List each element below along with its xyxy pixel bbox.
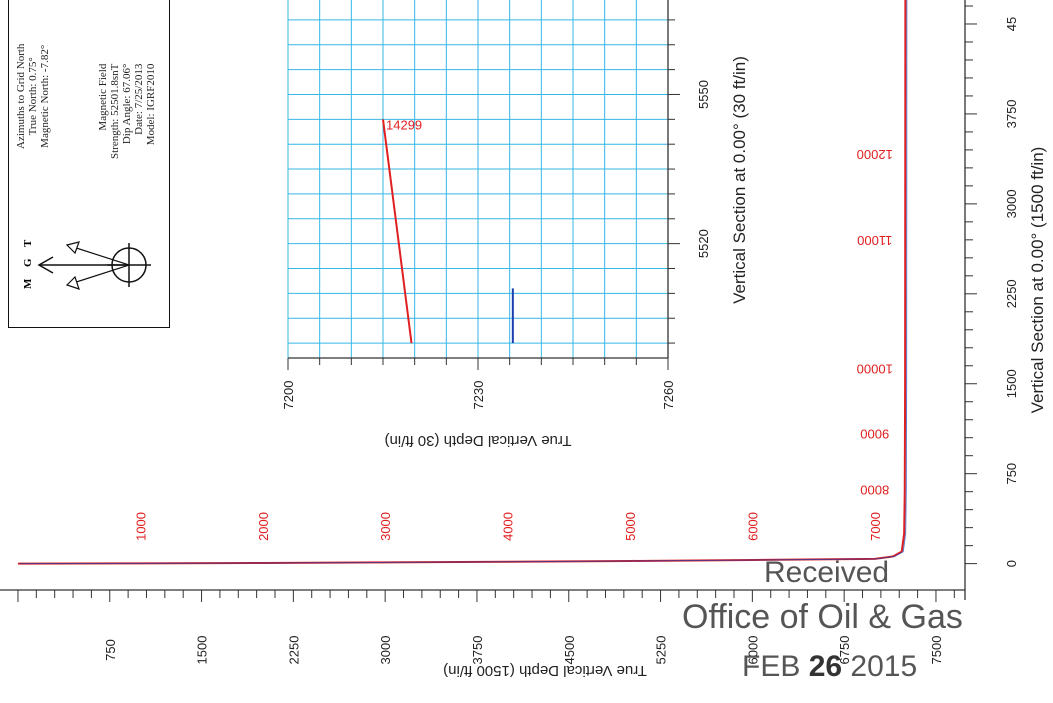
magnetic-field-text: Magnetic Field Strength: 52501.8snT Dip … — [97, 64, 157, 159]
vs-axis-title: Vertical Section at 0.00° (1500 ft/in) — [1028, 147, 1047, 414]
stamp-month: FEB — [742, 650, 801, 683]
md-label: 12000 — [857, 147, 893, 162]
tvd-tick-label: 750 — [103, 639, 118, 661]
inset-md-annotation: 14299 — [386, 117, 422, 132]
azimuth-line: Azimuths to Grid North — [15, 43, 27, 149]
inset-vs-tick-label: 5550 — [696, 80, 711, 109]
md-label: 1000 — [133, 512, 148, 541]
received-stamp-line2: Office of Oil & Gas — [682, 598, 963, 636]
true-north-label: T — [22, 239, 34, 247]
md-label: 3000 — [378, 512, 393, 541]
vs-tick-label: 2250 — [1004, 279, 1019, 308]
md-label: 4000 — [501, 512, 516, 541]
tvd-tick-label: 1500 — [195, 636, 210, 665]
md-label: 8000 — [860, 483, 889, 498]
vs-tick-label: 1500 — [1004, 369, 1019, 398]
tvd-tick-label: 3000 — [378, 636, 393, 665]
inset-tvd-tick-label: 7200 — [281, 381, 296, 410]
inset-tvd-axis-title: True Vertical Depth (30 ft/in) — [384, 432, 571, 449]
well-info-box: Azimuths to Grid North True North: 0.75°… — [8, 0, 170, 328]
azimuth-line: Magnetic North: -7.82° — [39, 44, 51, 148]
vs-tick-label: 3000 — [1004, 189, 1019, 218]
inset-vs-axis-title: Vertical Section at 0.00° (30 ft/in) — [730, 56, 749, 304]
field-line: Strength: 52501.8snT — [109, 63, 121, 159]
stamp-year: 2015 — [850, 650, 918, 683]
azimuths-text: Azimuths to Grid North True North: 0.75°… — [15, 44, 51, 149]
north-arrow-icon: M G T — [22, 239, 151, 290]
grid-north-label: G — [22, 258, 34, 267]
tvd-tick-label: 6750 — [837, 636, 852, 665]
vs-tick-label: 3750 — [1004, 99, 1019, 128]
md-label: 5000 — [623, 512, 638, 541]
inset-trajectory-line — [382, 119, 413, 344]
inset-tvd-tick-label: 7230 — [471, 381, 486, 410]
md-label: 7000 — [868, 512, 883, 541]
azimuth-line: True North: 0.75° — [27, 57, 39, 136]
tvd-tick-label: 2250 — [286, 636, 301, 665]
stamp-day: 26 — [808, 650, 843, 683]
tvd-tick-label: 3750 — [470, 636, 485, 665]
inset-tvd-tick-label: 7260 — [661, 381, 676, 410]
tvd-tick-label: 4500 — [562, 636, 577, 665]
field-line: Date: 7/25/2013 — [133, 63, 145, 135]
vs-tick-label: 0 — [1004, 560, 1019, 567]
tvd-axis-minor-ticks — [17, 590, 955, 602]
md-label: 11000 — [857, 233, 892, 248]
md-label: 6000 — [745, 512, 760, 541]
tvd-tick-label: 5250 — [654, 636, 669, 665]
vs-axis-ticks — [965, 5, 977, 565]
vs-tick-label: 750 — [1004, 463, 1019, 485]
tvd-axis-title: True Vertical Depth (1500 ft/in) — [443, 662, 647, 679]
field-line: Model: IGRF2010 — [145, 63, 157, 146]
inset-vs-tick-label: 5520 — [696, 229, 711, 258]
field-line: Magnetic Field — [97, 63, 109, 131]
received-stamp-line1: Received — [764, 556, 890, 589]
tvd-tick-label: 6000 — [745, 636, 760, 665]
md-label: 2000 — [256, 512, 271, 541]
md-label: 10000 — [857, 362, 893, 377]
well-plan-line — [19, 0, 908, 565]
vs-tick-label: 45 — [1004, 17, 1019, 31]
magnetic-north-label: M — [22, 278, 34, 289]
md-label: 9000 — [860, 426, 889, 441]
tvd-tick-label: 7500 — [929, 636, 944, 665]
received-stamp-date: FEB 26 2015 — [742, 650, 917, 684]
field-line: Dip Angle: 67.06° — [121, 63, 133, 145]
